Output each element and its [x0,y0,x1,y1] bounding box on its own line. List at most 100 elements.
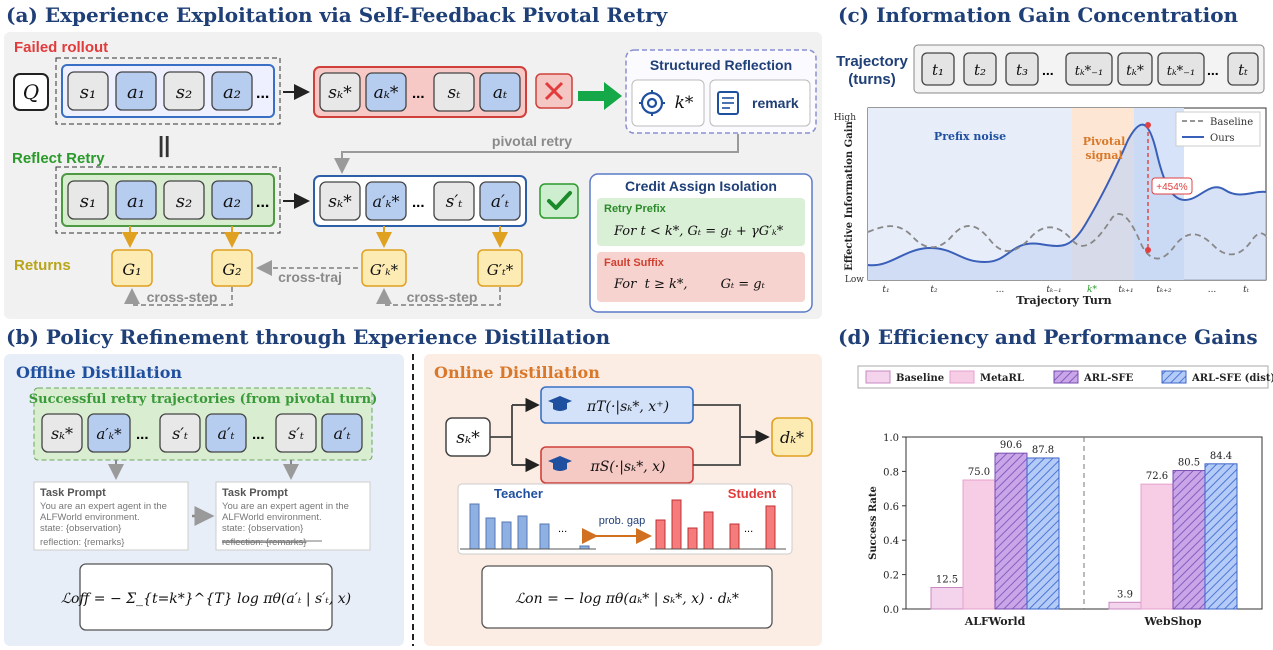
bar-chart-bars: 12.5 75.0 90.6 87.8 3.9 72.6 80.5 84.4 [930,440,1238,610]
turn-label: t₃ [1016,61,1028,79]
legend-label: Ours [1210,133,1235,144]
bar-chart-ylabel: Success Rate [868,486,879,560]
token-label: a′ₖ* [96,425,122,443]
turn-label: tₜ [1238,61,1248,79]
green-arrow-icon [578,82,622,110]
turn-tokens: t₁ t₂ t₃ ... tₖ*₋₁ tₖ* tₖ*₋₁ ... tₜ [921,52,1259,86]
task-prompt-line: ALFWorld environment. [40,512,140,523]
gain-baseline-point [1145,247,1151,253]
bar-value-label: 84.4 [1210,451,1232,462]
turn-label: t₁ [932,61,944,79]
ellipsis: ... [558,523,567,535]
fail-x-icon [535,73,573,109]
bar [1026,457,1060,610]
info-gain-xticks: t₁ t₂ ... tₖ₋₁ k* tₖ₊₁ tₖ₊₂ ... tₜ [882,285,1249,295]
reflect-retry-label: Reflect Retry [12,150,105,167]
token-label: sₖ* [51,424,73,443]
return-label: G′ₖ* [370,261,399,279]
x-tick-label: ... [1208,285,1217,295]
info-gain-xlabel: Trajectory Turn [1016,294,1111,307]
success-check-icon [539,183,579,219]
prob-gap-label: prob. gap [599,515,645,527]
y-high-label: High [834,113,856,123]
token-label: a₁ [127,82,145,103]
return-box [361,249,407,287]
task-prompt-reflection: reflection: {remarks} [40,537,124,548]
legend-label: Baseline [1210,117,1253,128]
turn-label: tₖ*₋₁ [1075,64,1104,79]
task-prompt-title: Task Prompt [222,487,288,499]
token-box [115,71,157,111]
y-low-label: Low [845,275,864,285]
ellipsis: ... [252,426,265,443]
bar [962,479,996,610]
token-label: s₁ [80,191,96,212]
teacher-policy-label: πT(·|sₖ*, x⁺) [586,399,669,415]
bar [930,587,964,610]
bar-chart-legend: Baseline MetaRL ARL-SFE ARL-SFE (dist) [857,365,1273,389]
token-label: s′ₜ [288,424,304,443]
return-box [477,249,523,287]
token-label: a′ₜ [333,424,350,443]
bar [1204,463,1238,610]
successful-retry-label: Successful retry trajectories (from pivo… [29,392,378,407]
x-tick-label: t₂ [930,285,938,295]
task-prompt-state: state: {observation} [222,523,303,534]
token-box [433,72,475,112]
bar-value-label: 75.0 [968,467,990,478]
graduation-cap-icon [548,456,572,471]
return-box [111,249,153,287]
x-tick-label: k* [1087,285,1097,295]
pivotal-retry-label: pivotal retry [492,133,572,149]
token-box [163,71,205,111]
legend-swatch [865,370,891,384]
x-tick-label: tₖ₊₁ [1118,285,1133,295]
token-label: a′ₖ* [372,192,399,211]
turns-label: (turns) [848,71,896,88]
teacher-label: Teacher [494,486,543,501]
turn-label: tₖ*₋₁ [1167,64,1196,79]
token-box [365,181,407,221]
failed-rollout-label: Failed rollout [14,39,108,56]
reflection-k-label: k* [675,93,694,113]
y-tick-label: 0.8 [883,467,899,478]
x-tick-label: ... [996,285,1005,295]
gain-annotation-box [1151,177,1193,195]
token-box [275,413,317,453]
ellipsis: ... [256,85,269,102]
token-label: sₖ* [328,192,352,212]
legend-swatch [1053,370,1079,384]
bar-value-label: 90.6 [1000,440,1022,451]
token-box [115,180,157,220]
distill-weight-box [771,417,813,457]
gain-annotation: +454% [1156,182,1188,193]
legend-label: ARL-SFE [1083,373,1134,384]
token-label: s′ₜ [446,192,464,212]
offline-title: Offline Distillation [16,363,182,382]
legend-swatch [1161,370,1187,384]
online-title: Online Distillation [434,363,600,382]
baseline-curve [867,213,1267,260]
ellipsis: ... [744,523,753,535]
return-label: G₂ [222,260,241,279]
token-box [319,181,361,221]
x-tick-label: tₖ₊₂ [1156,285,1172,295]
token-box [163,180,205,220]
target-icon [639,90,665,116]
y-tick-label: 0.4 [883,536,899,547]
gain-peak-point [1145,122,1151,128]
pivotal-retry-arrow [334,134,739,174]
token-box [365,72,407,112]
retry-prefix-formula: For t < k*, Gₜ = gₜ + γG′ₖ* [613,224,784,239]
prefix-noise-label: Prefix noise [934,130,1006,143]
y-tick-label: 0.0 [883,605,899,616]
info-gain-ylabel: Effective Information Gain [844,121,855,271]
panel-c-title: (c) Information Gain Concentration [838,3,1239,27]
panel-a-title: (a) Experience Exploitation via Self-Fee… [6,3,669,27]
token-label: a′ₜ [491,192,510,212]
online-loss-box [481,565,773,629]
fail-prefix-tokens: s₁ a₁ s₂ a₂ ... [67,71,269,111]
ellipsis: ... [1207,62,1219,78]
task-prompt-state: state: {observation} [40,523,121,534]
ellipsis: ... [136,426,149,443]
